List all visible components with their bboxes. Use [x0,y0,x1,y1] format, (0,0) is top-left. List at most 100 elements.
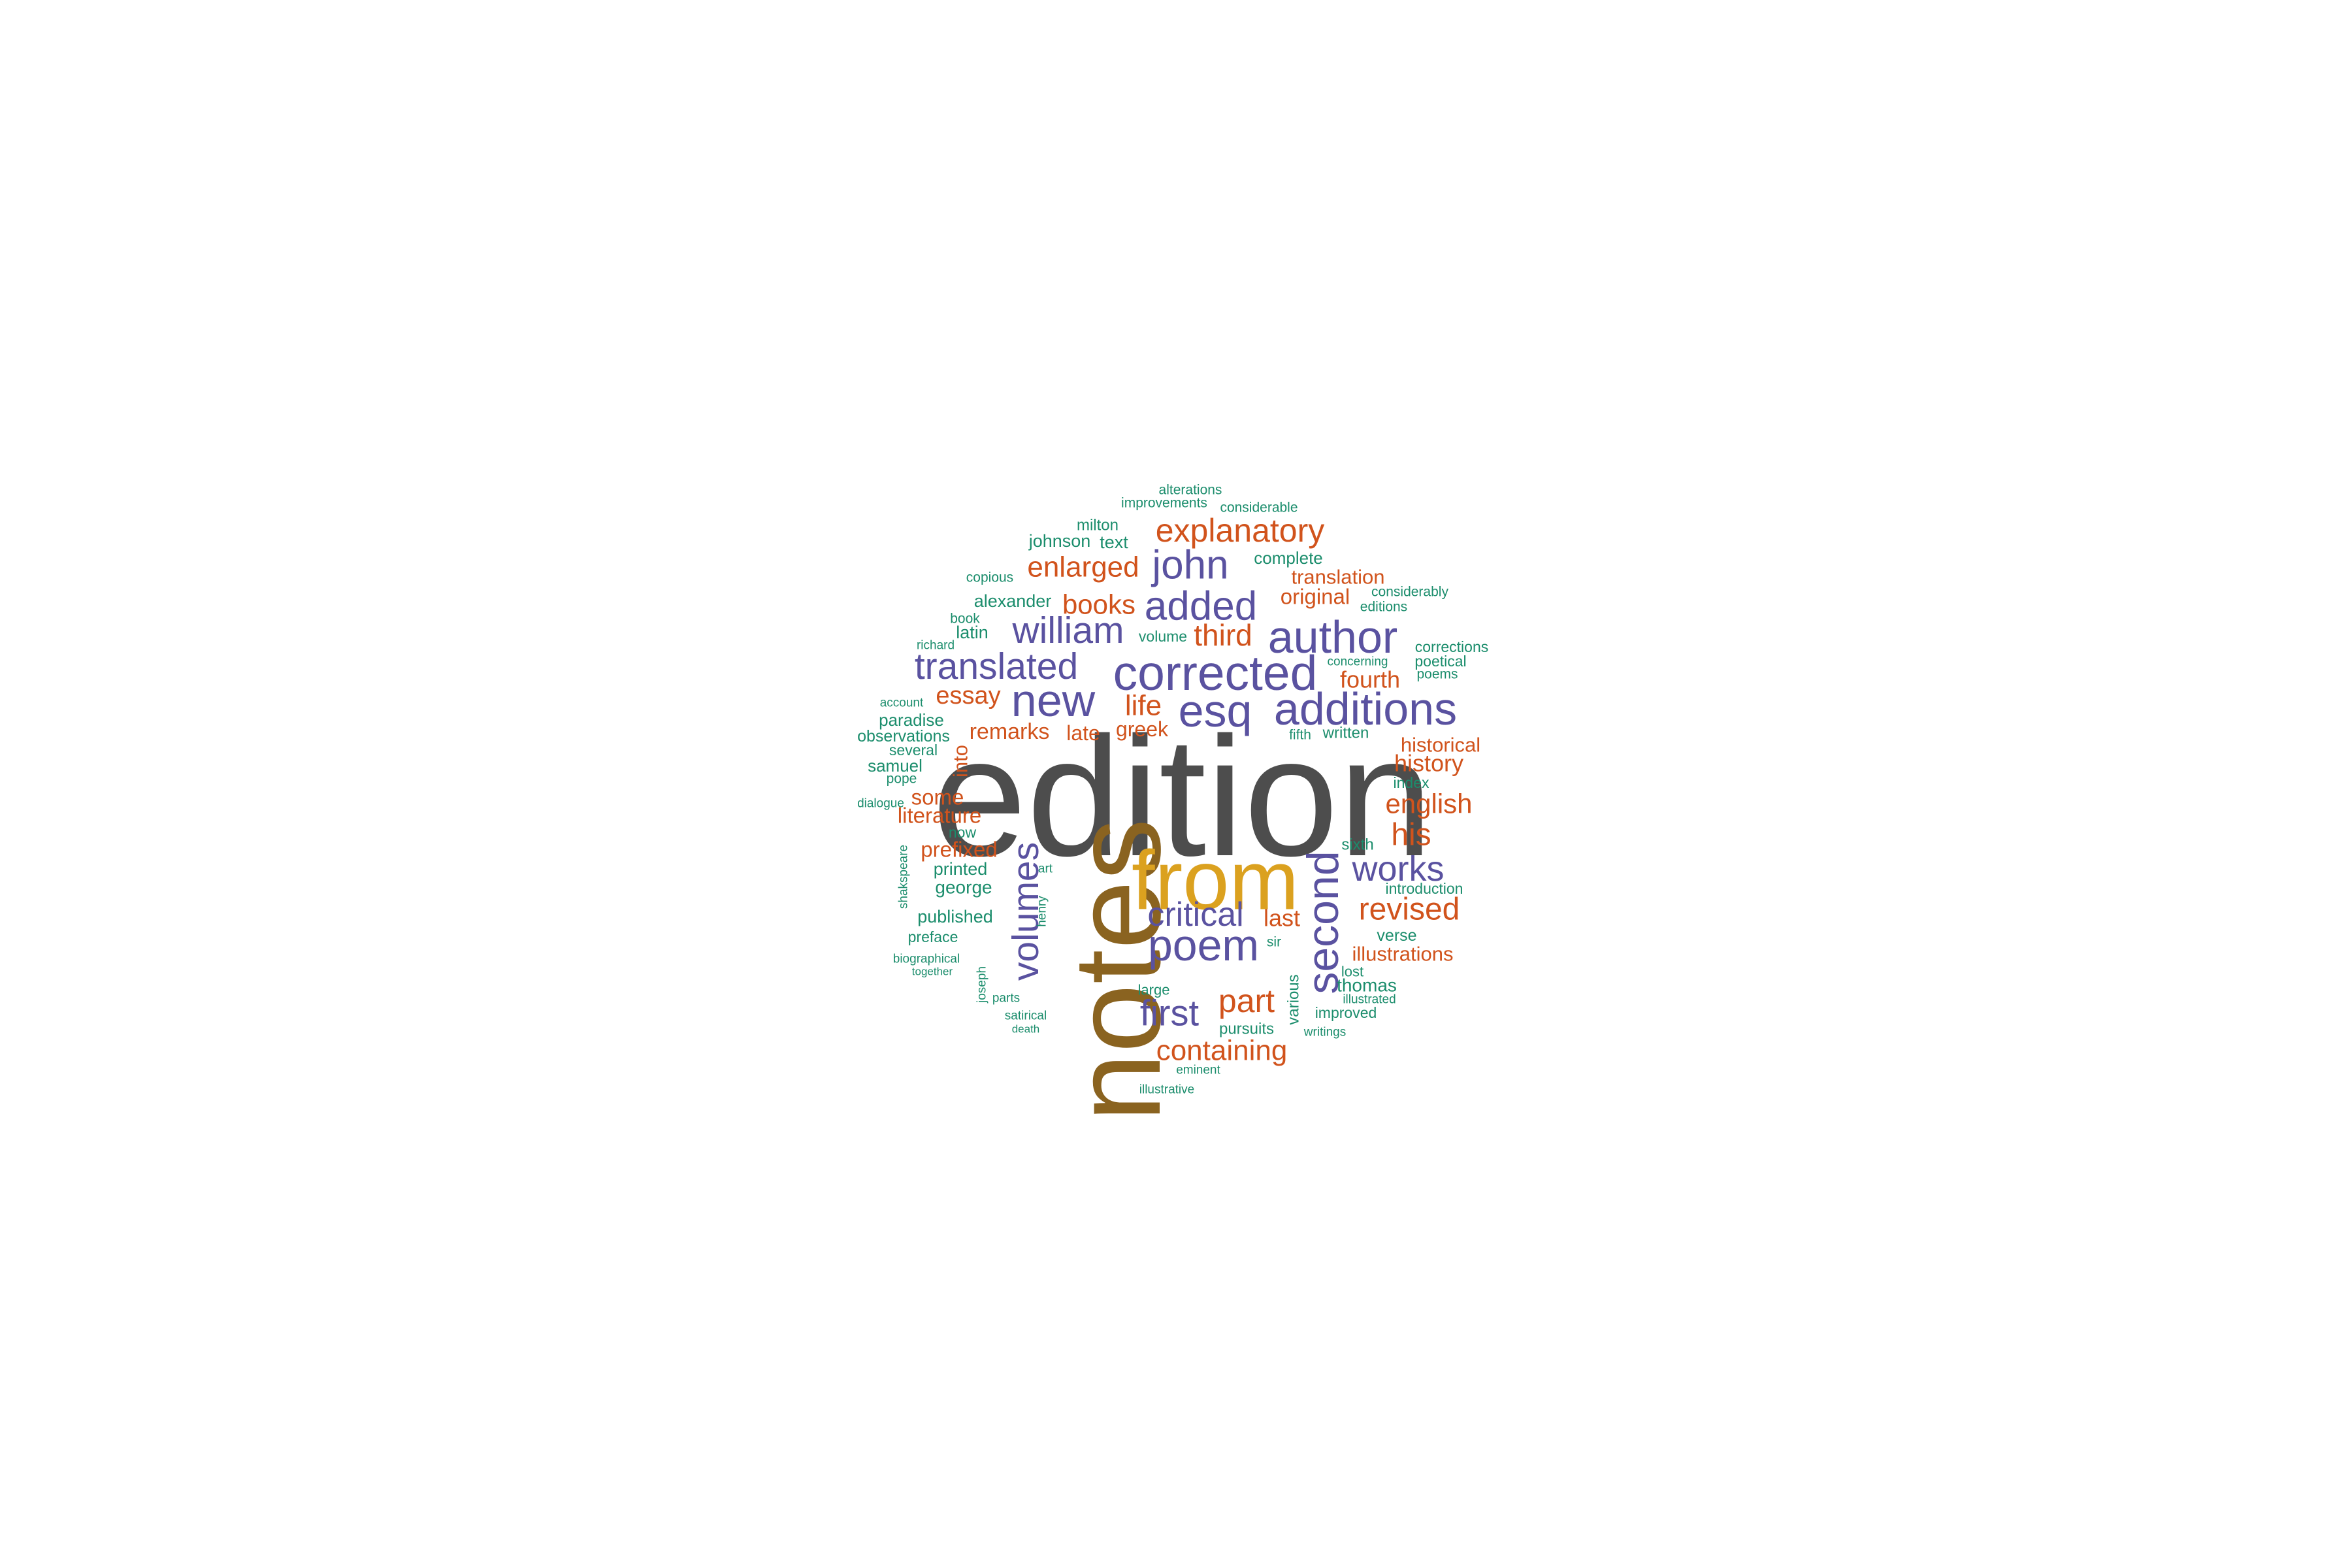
cloud-word-from: from [1132,834,1299,928]
cloud-word-johnson: johnson [1028,531,1091,551]
cloud-word-various: various [1285,974,1303,1024]
cloud-word-concerning: concerning [1328,655,1388,669]
cloud-word-new: new [1011,675,1096,726]
cloud-word-illustrations: illustrations [1352,943,1453,966]
cloud-word-remarks: remarks [970,719,1050,744]
cloud-word-eminent: eminent [1176,1064,1220,1077]
cloud-word-joseph: joseph [975,966,989,1004]
cloud-word-edition: edition [932,702,1433,892]
cloud-word-shakspeare: shakspeare [897,845,911,909]
cloud-word-into: into [949,745,972,777]
cloud-word-john: john [1151,543,1228,588]
cloud-word-prefixed: prefixed [921,838,997,862]
cloud-word-added: added [1145,584,1257,629]
cloud-word-index: index [1394,774,1429,791]
cloud-word-pope: pope [887,772,917,787]
cloud-word-containing: containing [1156,1035,1288,1067]
cloud-word-critical: critical [1147,896,1243,934]
cloud-word-satirical: satirical [1005,1009,1047,1023]
cloud-word-copious: copious [966,570,1013,585]
cloud-word-additions: additions [1274,683,1457,734]
cloud-word-fourth: fourth [1340,666,1400,693]
cloud-word-observations: observations [857,727,950,745]
cloud-word-large: large [1138,982,1170,998]
cloud-word-sixth: sixth [1341,836,1373,854]
cloud-word-some: some [911,785,964,809]
cloud-word-death: death [1012,1023,1040,1036]
cloud-word-illustrated: illustrated [1343,993,1396,1007]
cloud-word-complete: complete [1254,548,1323,568]
cloud-word-editions: editions [1360,600,1407,615]
cloud-word-volumes: volumes [1005,842,1047,981]
cloud-word-book: book [950,612,980,627]
cloud-word-first: first [1140,992,1200,1034]
cloud-word-pursuits: pursuits [1219,1021,1274,1038]
cloud-word-third: third [1194,618,1252,652]
cloud-word-henry: henry [1036,896,1049,927]
cloud-word-author: author [1268,612,1397,662]
cloud-word-his: his [1391,818,1431,853]
cloud-word-fifth: fifth [1289,728,1311,743]
cloud-word-last: last [1264,905,1300,932]
cloud-word-poetical: poetical [1414,653,1466,670]
cloud-word-poem: poem [1148,921,1259,970]
cloud-word-corrected: corrected [1113,645,1318,700]
cloud-word-latin: latin [956,623,988,642]
cloud-word-william: william [1012,610,1124,651]
cloud-word-improved: improved [1315,1004,1377,1021]
cloud-word-biographical: biographical [893,953,960,966]
cloud-word-considerable: considerable [1220,500,1298,515]
cloud-word-revised: revised [1359,892,1460,927]
cloud-word-preface: preface [908,928,958,945]
cloud-word-parts: parts [992,992,1020,1005]
cloud-word-greek: greek [1116,717,1169,741]
cloud-word-corrections: corrections [1415,638,1488,655]
cloud-word-esq: esq [1179,685,1252,736]
cloud-word-considerably: considerably [1371,585,1448,600]
cloud-word-volume: volume [1139,628,1187,645]
cloud-word-writings: writings [1303,1026,1346,1039]
cloud-word-together: together [912,966,953,978]
cloud-word-english: english [1385,789,1472,819]
cloud-word-published: published [917,907,993,926]
cloud-word-paradise: paradise [879,710,944,730]
cloud-word-life: life [1125,690,1162,722]
cloud-word-lost: lost [1341,964,1364,980]
cloud-word-account: account [880,696,924,710]
cloud-word-improvements: improvements [1121,496,1207,511]
cloud-word-text: text [1100,532,1128,552]
cloud-word-notes: notes [1048,819,1186,1122]
cloud-word-verse: verse [1377,926,1416,945]
cloud-word-sir: sir [1267,935,1281,950]
cloud-word-books: books [1062,589,1135,620]
cloud-word-now: now [949,824,977,841]
cloud-word-essay: essay [936,682,1000,710]
cloud-word-late: late [1066,721,1100,745]
cloud-word-history: history [1394,750,1463,777]
cloud-word-richard: richard [917,639,955,653]
cloud-word-illustrative: illustrative [1139,1083,1194,1097]
cloud-word-thomas: thomas [1337,975,1397,996]
cloud-word-printed: printed [934,859,988,879]
cloud-word-alexander: alexander [974,591,1052,611]
cloud-word-art: art [1038,862,1053,876]
cloud-word-alterations: alterations [1159,483,1222,498]
cloud-word-translated: translated [915,645,1078,687]
cloud-word-original: original [1281,585,1350,609]
cloud-word-second: second [1298,851,1348,994]
cloud-word-part: part [1218,983,1275,1019]
cloud-word-milton: milton [1077,517,1119,534]
cloud-word-works: works [1351,849,1444,889]
cloud-word-dialogue: dialogue [857,797,904,811]
cloud-word-translation: translation [1291,566,1384,589]
cloud-word-enlarged: enlarged [1027,551,1139,583]
cloud-word-explanatory: explanatory [1156,512,1325,549]
cloud-word-several: several [889,742,938,759]
cloud-word-samuel: samuel [868,756,923,776]
cloud-word-literature: literature [898,804,981,828]
cloud-word-introduction: introduction [1386,880,1463,897]
cloud-word-poems: poems [1416,667,1458,682]
cloud-word-historical: historical [1401,734,1480,757]
cloud-word-written: written [1322,725,1369,742]
